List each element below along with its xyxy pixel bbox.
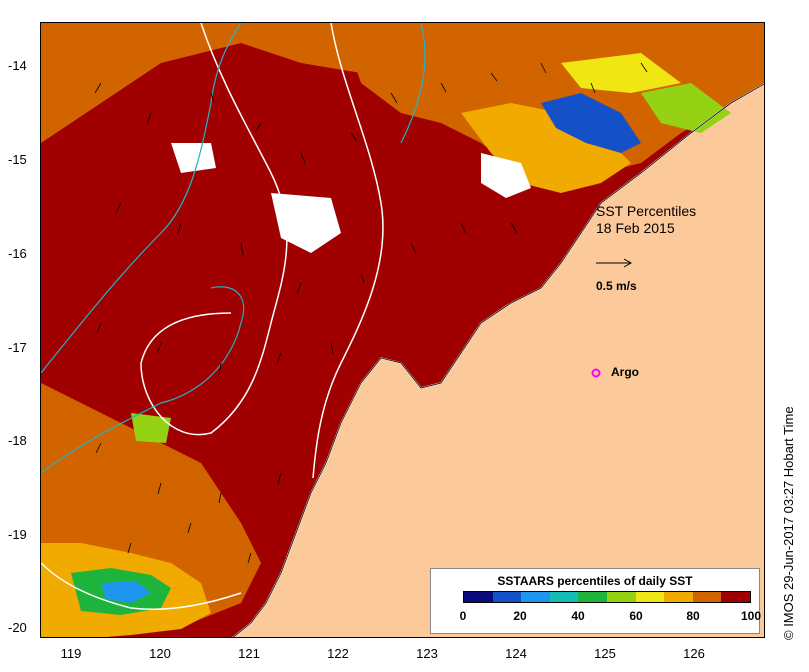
legend-tick: 40: [571, 609, 585, 623]
current-arrows: [94, 62, 648, 564]
legend-swatch: [464, 592, 493, 602]
legend-swatch: [635, 592, 665, 602]
x-tick-label: 125: [594, 646, 616, 661]
cyan-contour: [41, 23, 242, 374]
title-text: SST Percentiles: [596, 203, 697, 219]
white-contour: [41, 562, 242, 611]
legend-tick: 20: [513, 609, 527, 623]
y-tick-label: -17: [8, 340, 27, 355]
y-tick-label: -19: [8, 527, 27, 542]
legend-tick: 100: [740, 609, 762, 623]
x-tick-label: 120: [149, 646, 171, 661]
sst-map: [41, 23, 764, 637]
variable-patch: [541, 93, 641, 153]
white-contour: [312, 23, 384, 479]
variable-patch: [461, 103, 631, 193]
variable-patch: [131, 413, 171, 443]
x-tick-label: 124: [505, 646, 527, 661]
variable-patch: [171, 143, 216, 173]
variable-patch: [481, 153, 531, 198]
legend-swatch: [606, 592, 636, 602]
white-contour: [140, 23, 288, 436]
argo-marker: [591, 368, 601, 378]
legend-swatch: [578, 592, 607, 602]
legend-tick: 80: [686, 609, 700, 623]
x-tick-label: 126: [683, 646, 705, 661]
credit-text: © IMOS 29-Jun-2017 03:27 Hobart Time: [781, 406, 796, 640]
x-tick-label: 122: [327, 646, 349, 661]
legend-tick: 0: [459, 609, 467, 623]
x-tick-label: 119: [60, 646, 82, 661]
y-tick-label: -20: [8, 620, 27, 635]
argo-label: Argo: [611, 365, 639, 379]
cyan-contour: [400, 23, 426, 144]
coastline: [232, 83, 764, 637]
map-title: SST Percentiles 18 Feb 2015: [596, 203, 696, 237]
x-tick-label: 121: [238, 646, 260, 661]
y-tick-label: -15: [8, 152, 27, 167]
y-tick-label: -18: [8, 433, 27, 448]
legend-colorbar: [463, 591, 751, 603]
legend-swatch: [521, 592, 550, 602]
legend-swatch: [721, 592, 750, 602]
cyan-contour: [41, 286, 245, 474]
legend-swatch: [492, 592, 522, 602]
y-tick-label: -14: [8, 58, 27, 73]
legend-tick: 60: [629, 609, 643, 623]
date-text: 18 Feb 2015: [596, 220, 675, 236]
variable-patch: [271, 193, 341, 253]
legend-swatch: [664, 592, 693, 602]
legend-swatch: [692, 592, 722, 602]
map-area[interactable]: [40, 22, 765, 638]
legend-swatch: [549, 592, 579, 602]
y-tick-label: -16: [8, 246, 27, 261]
legend-title: SSTAARS percentiles of daily SST: [497, 574, 693, 588]
cool-patch: [101, 581, 151, 603]
legend: SSTAARS percentiles of daily SST 0 20 40…: [430, 568, 761, 634]
scale-label: 0.5 m/s: [596, 279, 637, 293]
scale-arrow: [596, 258, 633, 268]
x-tick-label: 123: [416, 646, 438, 661]
